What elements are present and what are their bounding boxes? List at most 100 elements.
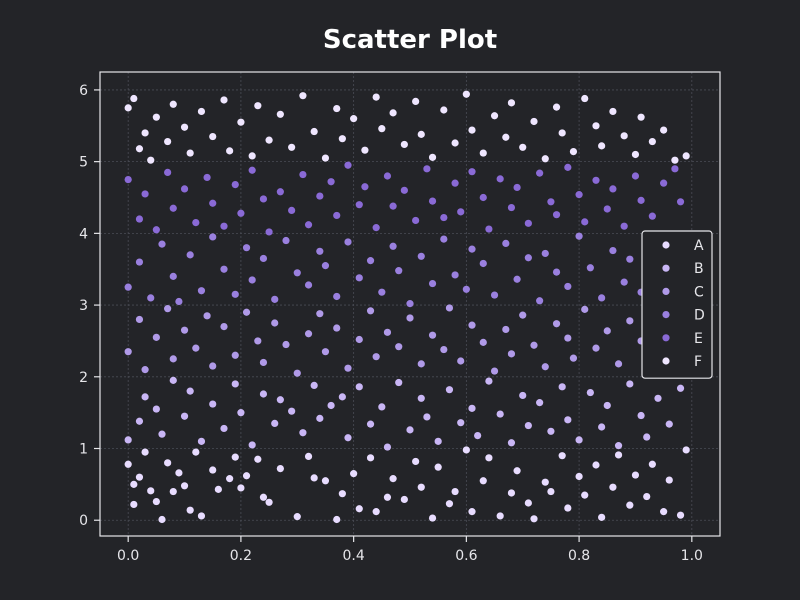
scatter-point-d <box>248 276 256 284</box>
scatter-point-d <box>468 245 476 253</box>
scatter-point-c <box>603 327 611 335</box>
scatter-point-f <box>152 113 160 121</box>
scatter-point-c <box>507 350 516 358</box>
scatter-point-a <box>147 487 155 495</box>
scatter-point-a <box>366 454 375 462</box>
scatter-point-a <box>310 474 318 482</box>
scatter-point-d <box>513 275 521 283</box>
x-tick-label: 0.0 <box>117 548 139 564</box>
scatter-point-d <box>378 288 386 296</box>
scatter-point-a <box>180 482 189 490</box>
scatter-point-e <box>333 211 341 220</box>
scatter-point-d <box>586 264 594 272</box>
scatter-point-f <box>350 115 358 123</box>
scatter-point-f <box>389 109 397 117</box>
scatter-point-e <box>180 185 189 193</box>
scatter-point-a <box>581 491 589 499</box>
scatter-point-a <box>333 515 341 524</box>
scatter-point-a <box>660 508 668 516</box>
scatter-point-d <box>524 254 532 262</box>
scatter-point-f <box>507 99 516 107</box>
scatter-point-e <box>637 196 645 204</box>
scatter-point-e <box>552 211 561 219</box>
scatter-point-b <box>445 386 454 394</box>
scatter-point-a <box>231 453 239 461</box>
legend-label-e: E <box>694 331 703 347</box>
scatter-point-b <box>259 390 268 398</box>
scatter-point-f <box>141 129 149 137</box>
scatter-point-b <box>457 419 465 427</box>
scatter-point-f <box>265 136 273 144</box>
scatter-point-e <box>603 205 611 213</box>
scatter-point-b <box>575 436 583 444</box>
scatter-point-b <box>643 433 651 441</box>
scatter-point-b <box>507 439 516 447</box>
scatter-point-f <box>637 113 645 121</box>
scatter-point-e <box>209 199 217 207</box>
scatter-point-e <box>592 176 600 184</box>
scatter-point-f <box>502 133 510 141</box>
scatter-point-e <box>648 212 656 220</box>
scatter-point-d <box>220 265 228 273</box>
scatter-point-c <box>552 320 561 328</box>
scatter-point-b <box>124 436 132 444</box>
scatter-point-f <box>598 142 606 150</box>
scatter-point-a <box>547 487 555 496</box>
scatter-point-b <box>180 412 189 420</box>
scatter-point-f <box>164 137 172 146</box>
scatter-point-e <box>581 218 589 226</box>
scatter-point-b <box>395 378 403 387</box>
scatter-point-d <box>598 294 606 302</box>
scatter-point-f <box>451 139 459 147</box>
scatter-point-f <box>226 147 234 155</box>
scatter-point-a <box>400 495 408 504</box>
scatter-point-b <box>603 401 611 410</box>
scatter-point-a <box>507 489 516 497</box>
scatter-point-d <box>609 246 617 255</box>
scatter-point-b <box>626 380 634 388</box>
y-tick-label: 6 <box>79 83 88 99</box>
scatter-point-e <box>192 219 200 227</box>
scatter-point-c <box>152 333 160 341</box>
scatter-point-a <box>524 499 532 507</box>
scatter-point-f <box>592 122 600 130</box>
scatter-point-a <box>186 506 194 514</box>
scatter-point-c <box>259 358 268 367</box>
scatter-point-c <box>445 304 454 312</box>
scatter-point-e <box>220 222 228 230</box>
scatter-point-c <box>406 314 414 322</box>
y-tick-label: 5 <box>79 155 88 171</box>
scatter-point-f <box>276 110 284 118</box>
scatter-point-a <box>141 448 149 456</box>
scatter-point-e <box>389 202 397 210</box>
scatter-point-d <box>147 294 155 302</box>
scatter-point-a <box>226 475 234 483</box>
scatter-point-d <box>490 291 499 299</box>
scatter-point-f <box>135 145 144 153</box>
scatter-point-a <box>614 451 623 459</box>
scatter-point-b <box>598 423 606 431</box>
x-tick-label: 0.6 <box>455 548 477 564</box>
scatter-point-f <box>310 127 318 136</box>
scatter-point-a <box>417 483 425 491</box>
scatter-point-b <box>344 434 352 442</box>
scatter-point-a <box>412 457 420 466</box>
scatter-point-c <box>457 357 465 365</box>
scatter-point-f <box>124 104 132 112</box>
scatter-point-d <box>406 300 414 308</box>
scatter-point-c <box>383 328 392 336</box>
scatter-point-a <box>564 504 572 512</box>
scatter-point-d <box>321 262 330 270</box>
scatter-point-d <box>231 290 239 298</box>
scatter-point-a <box>304 452 313 460</box>
scatter-point-a <box>428 514 437 522</box>
scatter-point-b <box>338 393 346 401</box>
scatter-point-c <box>169 355 177 363</box>
scatter-point-a <box>242 472 251 480</box>
scatter-point-f <box>620 132 628 140</box>
scatter-point-b <box>676 384 685 392</box>
scatter-point-e <box>547 198 555 206</box>
scatter-point-b <box>423 413 431 421</box>
scatter-point-f <box>186 149 194 157</box>
scatter-point-a <box>665 476 673 484</box>
